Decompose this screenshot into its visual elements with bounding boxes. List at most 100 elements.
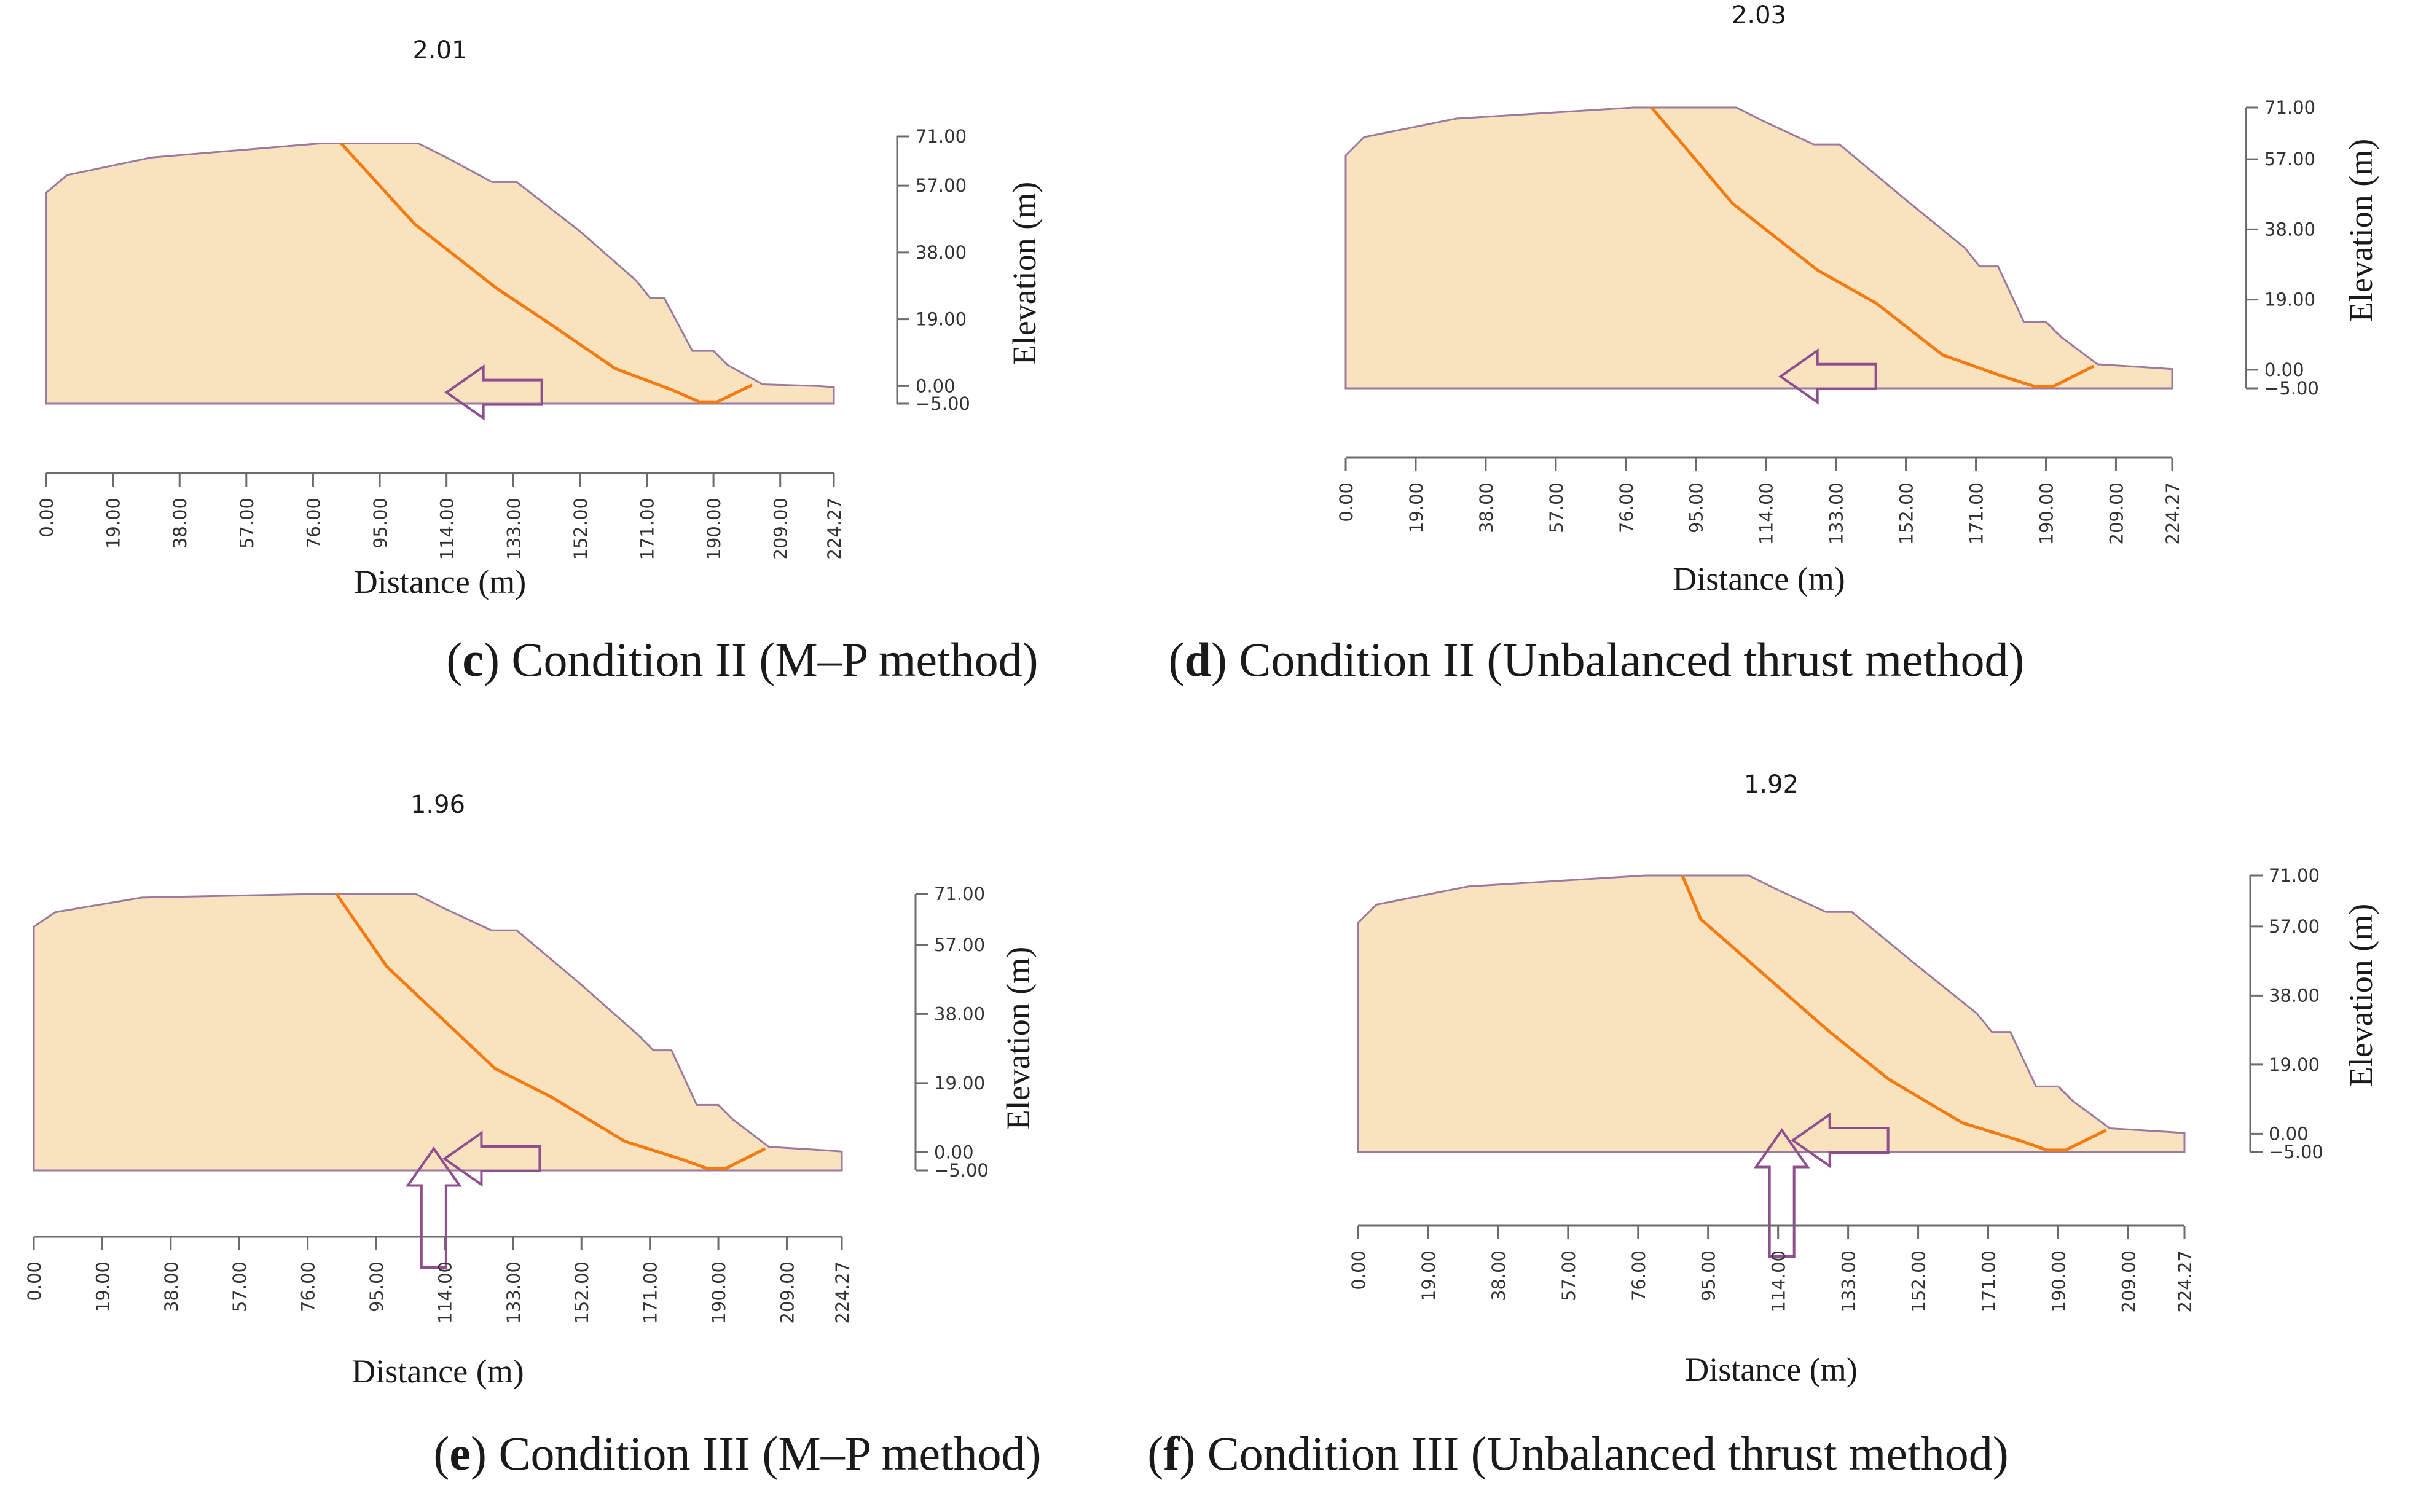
- x-tick-label: 133.00: [503, 1261, 524, 1323]
- x-axis-title: Distance (m): [354, 563, 526, 600]
- x-tick-label: 76.00: [303, 498, 324, 549]
- x-tick-label: 19.00: [1418, 1250, 1439, 1301]
- x-tick-label: 0.00: [1336, 482, 1357, 522]
- x-tick-label: 95.00: [1686, 482, 1707, 533]
- x-tick-label: 19.00: [103, 498, 124, 549]
- x-tick-label: 152.00: [570, 498, 591, 560]
- y-axis-title: Elevation (m): [1006, 182, 1043, 365]
- x-tick-label: 190.00: [2036, 482, 2057, 544]
- y-tick-label: 38.00: [2264, 219, 2315, 240]
- y-tick-label: 0.00: [916, 375, 956, 396]
- left-arrow-icon: [1791, 1112, 1890, 1169]
- panel-caption: (f) Condition III (Unbalanced thrust met…: [1147, 1427, 2008, 1480]
- x-tick-label: 57.00: [1558, 1250, 1579, 1301]
- y-tick-label: 38.00: [916, 242, 967, 263]
- x-tick-label: 76.00: [1628, 1250, 1649, 1301]
- x-tick-label: 224.27: [824, 498, 845, 560]
- x-tick-label: 95.00: [370, 498, 391, 549]
- y-tick-label: −5.00: [2269, 1142, 2323, 1162]
- caption-letter: f: [1163, 1427, 1180, 1480]
- panel-c: 2.01 0.00 19.00 38.00 57.00 76.00 95.00 114.00 1…: [36, 36, 1043, 686]
- caption-paren-open: (: [433, 1427, 449, 1480]
- caption-paren-close: ): [1211, 633, 1227, 686]
- caption-paren-open: (: [446, 633, 462, 686]
- x-tick-label: 209.00: [2106, 482, 2127, 544]
- factor-of-safety-label: 1.92: [1744, 770, 1799, 799]
- x-tick-label: 19.00: [92, 1261, 113, 1312]
- caption-paren-close: ): [1179, 1427, 1195, 1480]
- up-arrow-icon: [1753, 1127, 1810, 1258]
- factor-of-safety-label: 1.96: [410, 791, 465, 819]
- caption-paren-open: (: [1169, 633, 1185, 686]
- y-tick-label: 38.00: [2269, 985, 2320, 1006]
- x-tick-label: 114.00: [1768, 1250, 1789, 1312]
- slope-body: [45, 142, 835, 405]
- slope-body: [1357, 874, 2186, 1153]
- caption-paren-open: (: [1147, 1427, 1163, 1480]
- x-tick-label: 190.00: [2048, 1250, 2069, 1312]
- caption-text: Condition II (Unbalanced thrust method): [1227, 633, 2025, 686]
- y-tick-label: 38.00: [934, 1003, 985, 1024]
- panel-caption: (e) Condition III (M–P method): [433, 1427, 1041, 1480]
- x-tick-label: 38.00: [170, 498, 190, 549]
- x-tick-label: 114.00: [437, 498, 458, 560]
- slope-body: [33, 893, 843, 1172]
- x-tick-label: 224.27: [2175, 1250, 2196, 1312]
- caption-letter: c: [462, 633, 484, 686]
- left-arrow-icon: [1778, 348, 1877, 405]
- x-tick-label: 152.00: [1909, 1250, 1929, 1312]
- x-tick-label: 95.00: [366, 1261, 387, 1312]
- x-tick-label: 224.27: [832, 1261, 853, 1323]
- x-tick-label: 209.00: [777, 1261, 798, 1323]
- figure-panels: 2.010.00 19.00 38.00 57.00 76.00 95.00 114.00 1…: [24, 1, 2379, 1480]
- slip-surface-line: [340, 142, 753, 404]
- x-tick-label: 152.00: [1896, 482, 1917, 544]
- y-tick-label: −5.00: [916, 393, 970, 414]
- left-arrow-icon: [442, 1130, 541, 1187]
- x-tick-label: 38.00: [1488, 1250, 1509, 1301]
- panel-e: 1.96 0.00 19.00 38.00 57.00 76.00 95.00 114.00 1…: [24, 791, 1042, 1480]
- caption-text: Condition II (M–P method): [500, 633, 1038, 686]
- x-tick-label: 38.00: [1476, 482, 1497, 533]
- x-tick-label: 190.00: [708, 1261, 729, 1323]
- x-axis-title: Distance (m): [1673, 560, 1845, 597]
- caption-letter: d: [1185, 633, 1211, 686]
- x-tick-label: 0.00: [36, 498, 57, 538]
- y-tick-label: 71.00: [934, 883, 985, 904]
- y-tick-label: 0.00: [934, 1142, 974, 1162]
- y-tick-label: 57.00: [2264, 149, 2315, 170]
- slope-body: [1344, 106, 2173, 390]
- x-tick-label: 209.00: [2118, 1250, 2139, 1312]
- factor-of-safety-label: 2.03: [1732, 1, 1786, 29]
- slip-surface-line: [1681, 875, 2107, 1152]
- y-tick-label: −5.00: [2264, 378, 2319, 399]
- y-axis-title: Elevation (m): [1000, 947, 1037, 1130]
- x-tick-label: 152.00: [571, 1261, 592, 1323]
- x-tick-label: 95.00: [1698, 1250, 1719, 1301]
- x-tick-label: 76.00: [298, 1261, 319, 1312]
- panel-f: 1.92 0.00 19.00 38.00 57.00 76.00 95.00 114.00 1…: [1147, 770, 2379, 1480]
- y-tick-label: 0.00: [2264, 359, 2304, 380]
- y-tick-label: −5.00: [934, 1160, 989, 1181]
- up-arrow-icon: [406, 1146, 462, 1269]
- panel-caption: (c) Condition II (M–P method): [446, 633, 1038, 686]
- x-tick-label: 57.00: [1546, 482, 1567, 533]
- y-tick-label: 19.00: [916, 309, 967, 330]
- y-tick-label: 19.00: [934, 1073, 985, 1094]
- x-tick-label: 38.00: [161, 1261, 182, 1312]
- x-tick-label: 114.00: [1756, 482, 1777, 544]
- y-axis-title: Elevation (m): [2342, 139, 2379, 322]
- x-tick-label: 171.00: [637, 498, 657, 560]
- x-tick-label: 171.00: [1979, 1250, 2000, 1312]
- x-tick-label: 224.27: [2162, 482, 2183, 544]
- x-tick-label: 209.00: [771, 498, 791, 560]
- panel-d: 2.03 0.00 19.00 38.00 57.00 76.00 95.00 114.00 1…: [1169, 1, 2379, 686]
- x-tick-label: 133.00: [1826, 482, 1847, 544]
- x-tick-label: 114.00: [434, 1261, 455, 1323]
- left-arrow-icon: [444, 364, 543, 421]
- y-tick-label: 71.00: [916, 126, 967, 147]
- y-tick-label: 57.00: [916, 175, 967, 196]
- y-tick-label: 71.00: [2264, 97, 2315, 118]
- x-tick-label: 171.00: [640, 1261, 661, 1323]
